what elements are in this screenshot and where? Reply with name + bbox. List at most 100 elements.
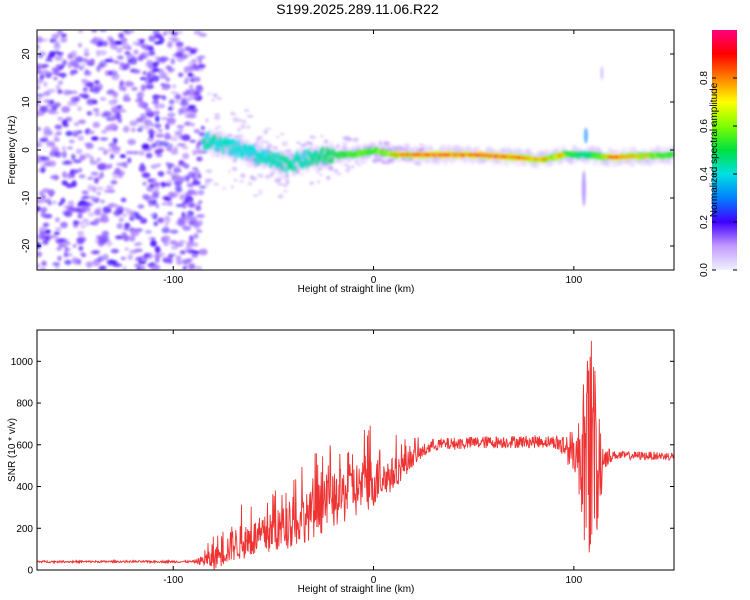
noise-blob — [61, 119, 68, 126]
noise-blob — [107, 163, 113, 169]
noise-blob — [69, 71, 76, 76]
noise-blob — [122, 30, 128, 33]
scatter-blob — [343, 163, 349, 167]
noise-blob — [41, 235, 50, 241]
scatter-blob — [319, 173, 323, 177]
noise-blob — [179, 194, 186, 201]
noise-blob — [150, 240, 157, 247]
scatter-blob — [273, 146, 278, 149]
scatter-blob — [296, 141, 301, 144]
noise-blob — [102, 253, 109, 261]
noise-blob — [119, 65, 126, 71]
noise-blob — [57, 255, 62, 261]
noise-blob — [137, 91, 145, 99]
noise-blob — [167, 163, 172, 171]
noise-blob — [55, 102, 61, 108]
noise-blob — [78, 30, 84, 34]
noise-blob — [90, 171, 99, 176]
noise-blob — [45, 58, 53, 62]
noise-blob — [108, 89, 114, 93]
noise-blob — [142, 71, 147, 76]
noise-blob — [122, 265, 127, 270]
ridge-blob — [293, 165, 298, 173]
noise-blob — [161, 56, 170, 62]
noise-blob — [54, 217, 60, 223]
noise-blob — [116, 162, 125, 166]
noise-blob — [198, 55, 206, 59]
noise-blob — [121, 213, 128, 217]
noise-blob — [122, 95, 130, 102]
noise-blob — [97, 175, 102, 180]
spike-up — [583, 127, 588, 144]
noise-blob — [77, 106, 82, 112]
x-tick-label: -100 — [163, 575, 183, 586]
noise-blob — [41, 69, 50, 76]
noise-blob — [178, 240, 186, 244]
noise-blob — [60, 72, 66, 79]
noise-blob — [153, 67, 158, 72]
noise-blob — [141, 172, 150, 178]
spectrogram-x-label: Height of straight line (km) — [298, 284, 415, 295]
noise-blob — [97, 255, 104, 263]
scatter-blob — [324, 139, 329, 144]
noise-blob — [107, 70, 113, 76]
noise-blob — [94, 178, 99, 184]
ridge-blob — [272, 151, 277, 159]
scatter-blob — [213, 116, 221, 120]
noise-blob — [195, 149, 203, 154]
noise-blob — [79, 93, 84, 97]
noise-blob — [77, 213, 83, 219]
noise-blob — [191, 253, 199, 258]
noise-blob — [53, 50, 60, 54]
noise-blob — [161, 227, 170, 234]
noise-blob — [113, 263, 123, 268]
noise-blob — [150, 261, 156, 266]
noise-blob — [153, 221, 159, 227]
noise-blob — [138, 165, 146, 173]
noise-blob — [151, 199, 158, 207]
y-tick-label: 400 — [16, 482, 33, 493]
scatter-blob — [240, 124, 246, 130]
noise-blob — [76, 241, 85, 245]
noise-blob — [112, 211, 120, 215]
scatter-blob — [221, 187, 227, 190]
noise-blob — [175, 166, 181, 172]
noise-blob — [125, 81, 135, 87]
noise-blob — [174, 93, 182, 100]
noise-blob — [67, 146, 74, 150]
noise-blob — [180, 106, 189, 114]
noise-blob — [71, 102, 79, 106]
spike-down — [581, 170, 586, 207]
noise-blob — [58, 243, 66, 248]
noise-blob — [99, 97, 107, 101]
y-tick-label: 0 — [21, 147, 32, 153]
noise-blob — [182, 152, 190, 160]
y-tick-label: 0 — [27, 566, 33, 577]
ridge-blob — [302, 148, 308, 156]
spectrogram-blobs — [37, 30, 674, 270]
noise-blob — [154, 256, 160, 264]
noise-blob — [116, 223, 124, 229]
scatter-blob — [204, 181, 210, 186]
scatter-blob — [205, 169, 213, 173]
noise-blob — [53, 133, 59, 139]
noise-blob — [187, 171, 196, 179]
scatter-blob — [230, 185, 234, 189]
noise-blob — [53, 231, 61, 235]
noise-blob — [181, 211, 186, 219]
noise-blob — [108, 99, 117, 105]
ridge-blob — [234, 152, 240, 160]
noise-blob — [110, 153, 115, 159]
scatter-blob — [309, 181, 315, 186]
noise-blob — [98, 265, 107, 270]
scatter-blob — [232, 113, 237, 116]
noise-blob — [185, 53, 193, 57]
scatter-blob — [258, 173, 264, 179]
snr-y-label: SNR (10 * v/v) — [7, 418, 18, 482]
scatter-blob — [281, 144, 288, 147]
noise-blob — [111, 146, 121, 151]
noise-blob — [149, 184, 155, 188]
noise-blob — [149, 213, 155, 218]
noise-blob — [81, 195, 91, 200]
noise-blob — [139, 76, 147, 81]
